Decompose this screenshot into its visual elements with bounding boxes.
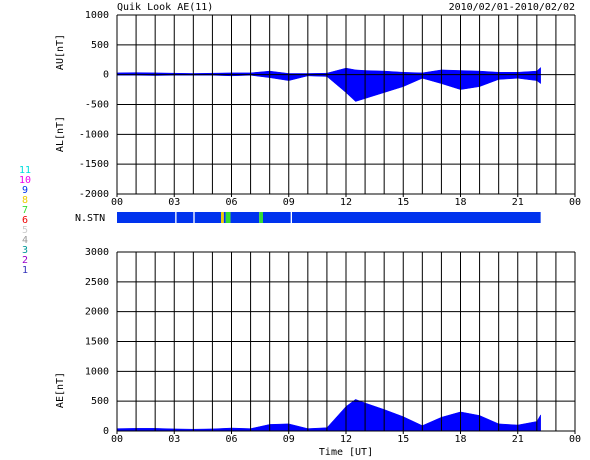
x-tick-label: 12: [340, 434, 352, 445]
strip-label: N.STN: [75, 213, 105, 224]
legend-label: 11: [19, 165, 31, 176]
y-tick-label: 1500: [85, 337, 109, 348]
chart-title: Quik Look AE(11): [117, 2, 213, 13]
area: [116, 74, 541, 102]
y-tick-label: 2500: [85, 277, 109, 288]
legend-label: 9: [22, 185, 28, 196]
station-segment: [230, 212, 260, 223]
station-segment: [176, 212, 194, 223]
legend-label: 2: [22, 255, 28, 266]
station-segment: [225, 212, 231, 223]
x-tick-label: 18: [454, 434, 466, 445]
y-axis-label: AL[nT]: [55, 116, 66, 152]
station-segment: [117, 212, 176, 223]
x-axis-label: Time [UT]: [319, 447, 373, 458]
date-range: 2010/02/01-2010/02/02: [449, 2, 575, 13]
y-tick-label: 2000: [85, 307, 109, 318]
y-tick-label: -1500: [79, 159, 109, 170]
station-segment: [223, 212, 226, 223]
x-tick-label: 06: [225, 434, 237, 445]
station-segment: [194, 212, 222, 223]
y-tick-label: -500: [85, 100, 109, 111]
legend-label: 10: [19, 175, 31, 186]
y-tick-label: 500: [91, 396, 109, 407]
x-tick-label: 15: [397, 434, 409, 445]
station-segment: [262, 212, 291, 223]
y-tick-label: 3000: [85, 247, 109, 258]
legend-label: 1: [22, 265, 28, 276]
x-tick-label: 15: [397, 197, 409, 208]
area: [116, 66, 541, 75]
station-segment: [221, 212, 224, 223]
legend-label: 6: [22, 215, 28, 226]
x-tick-label: 09: [283, 434, 295, 445]
legend-label: 7: [22, 205, 28, 216]
station-segment: [259, 212, 263, 223]
x-tick-label: 21: [512, 197, 524, 208]
x-tick-label: 12: [340, 197, 352, 208]
y-tick-label: -1000: [79, 129, 109, 140]
y-tick-label: 1000: [85, 10, 109, 21]
legend-label: 3: [22, 245, 28, 256]
x-tick-label: 03: [168, 197, 180, 208]
x-tick-label: 18: [454, 197, 466, 208]
legend-label: 8: [22, 195, 28, 206]
x-tick-label: 00: [569, 434, 581, 445]
x-tick-label: 21: [512, 434, 524, 445]
legend-label: 4: [22, 235, 28, 246]
x-tick-label: 00: [569, 197, 581, 208]
x-tick-label: 03: [168, 434, 180, 445]
area: [116, 399, 541, 432]
x-tick-label: 00: [111, 197, 123, 208]
y-axis-label: AU[nT]: [55, 34, 66, 70]
y-tick-label: 0: [103, 70, 109, 81]
legend-label: 5: [22, 225, 28, 236]
station-segment: [291, 212, 541, 223]
x-tick-label: 09: [283, 197, 295, 208]
x-tick-label: 06: [225, 197, 237, 208]
y-tick-label: 1000: [85, 366, 109, 377]
y-axis-label: AE[nT]: [55, 372, 66, 408]
y-tick-label: 0: [103, 426, 109, 437]
y-tick-label: -2000: [79, 189, 109, 200]
x-tick-label: 00: [111, 434, 123, 445]
y-tick-label: 500: [91, 40, 109, 51]
